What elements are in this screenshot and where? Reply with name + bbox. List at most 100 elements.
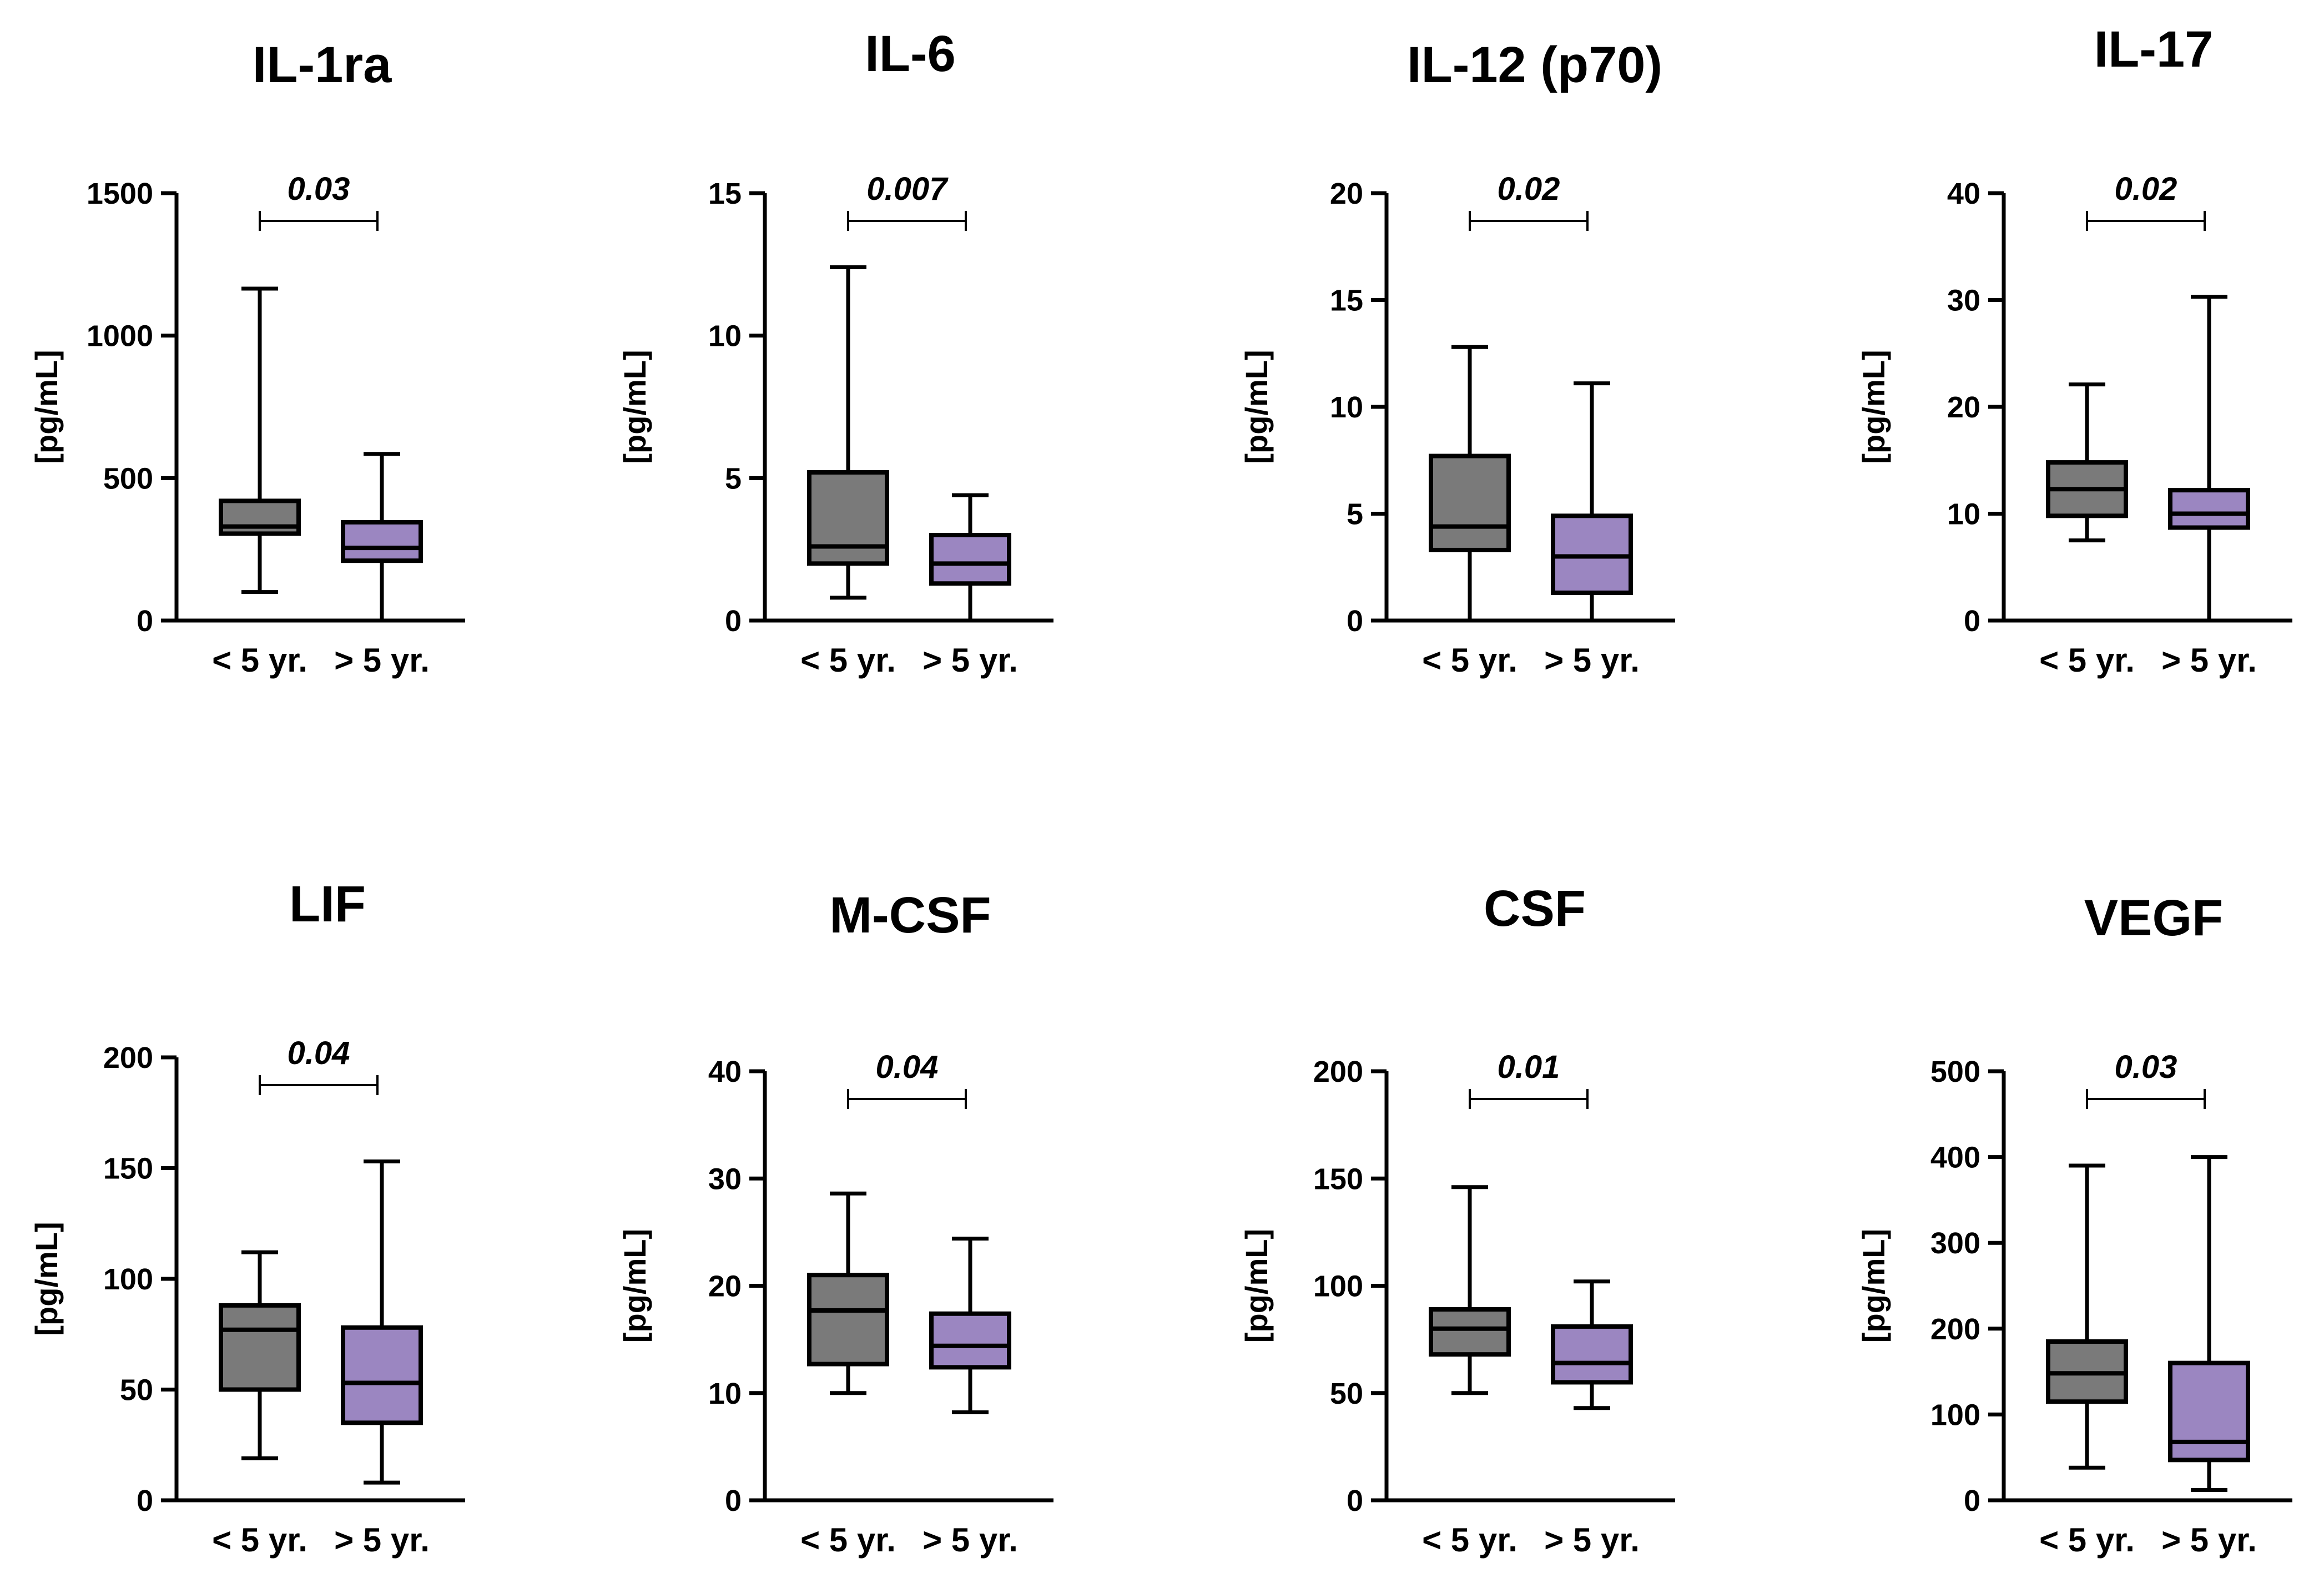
p-value-label: 0.01 [1498,1049,1560,1085]
y-tick-label: 0 [725,604,742,638]
category-label: < 5 yr. [2039,1521,2135,1559]
category-label: < 5 yr. [1422,1521,1518,1559]
category-label: < 5 yr. [800,1521,896,1559]
p-value-label: 0.007 [866,171,949,207]
box-under-5-yr [219,286,301,594]
category-label: < 5 yr. [800,642,896,679]
panel-il-12-p70: IL-12 (p70) 0 5 10 15 20 [pg/mL] < 5 yr. > 5 yr.… [1239,37,1675,679]
box-under-5-yr [1429,345,1511,623]
panel-title: IL-17 [2094,21,2214,78]
y-tick-label: 300 [1930,1227,1980,1260]
iqr-box [807,1273,889,1367]
iqr-box [929,533,1011,586]
p-value-label: 0.02 [2115,171,2177,207]
iqr-box [341,1325,423,1425]
y-tick-label: 30 [1947,284,1980,317]
y-tick-label: 1000 [87,320,153,353]
box-over-5-yr [2168,1155,2250,1492]
y-tick-label: 1500 [87,177,153,210]
category-label: < 5 yr. [212,642,307,679]
box-under-5-yr [2046,1163,2128,1470]
panel-title: IL-1ra [253,37,392,93]
y-tick-label: 20 [1947,391,1980,424]
category-label: > 5 yr. [922,642,1018,679]
panel-csf: CSF 0 50 100 150 200 [pg/mL] < 5 yr. > 5 yr. 0.01 [1239,880,1675,1559]
y-tick-label: 15 [708,177,742,210]
y-axis-label: [pg/mL] [617,350,652,463]
panel-il-17: IL-17 0 10 20 30 40 [pg/mL] < 5 yr. > 5 yr. 0.02 [1856,21,2292,679]
y-tick-label: 0 [1347,604,1363,638]
y-tick-label: 100 [1313,1270,1363,1303]
p-value-label: 0.02 [1498,171,1560,207]
y-tick-label: 100 [1930,1398,1980,1431]
y-tick-label: 150 [1313,1162,1363,1196]
box-under-5-yr [1429,1185,1511,1395]
panel-lif: LIF 0 50 100 150 200 [pg/mL] < 5 yr. > 5 yr. 0.04 [29,876,465,1559]
p-value-label: 0.04 [288,1035,350,1071]
y-tick-label: 200 [103,1041,153,1075]
panel-il-1ra: IL-1ra 0 500 1000 1500 [pg/mL] < 5 yr. > 5 yr. 0… [29,37,465,679]
y-tick-label: 20 [708,1270,742,1303]
y-tick-label: 40 [1947,177,1980,210]
p-value-label: 0.03 [288,171,350,207]
y-tick-label: 400 [1930,1141,1980,1174]
category-label: > 5 yr. [334,642,430,679]
category-label: < 5 yr. [2039,642,2135,679]
category-label: > 5 yr. [1544,642,1640,679]
box-under-5-yr [219,1250,301,1460]
y-tick-label: 0 [1964,1484,1980,1517]
y-tick-label: 50 [1330,1377,1363,1410]
box-over-5-yr [929,493,1011,623]
box-over-5-yr [929,1236,1011,1415]
iqr-box [929,1311,1011,1370]
y-tick-label: 100 [103,1263,153,1296]
y-tick-label: 0 [1347,1484,1363,1517]
y-tick-label: 200 [1930,1313,1980,1346]
y-axis-label: [pg/mL] [617,1229,652,1343]
y-axis-label: [pg/mL] [1239,1229,1274,1343]
panel-title: IL-12 (p70) [1407,37,1662,93]
panel-title: VEGF [2084,890,2223,946]
iqr-box [341,520,423,563]
y-tick-label: 10 [708,320,742,353]
y-tick-label: 5 [1347,498,1363,531]
y-tick-label: 40 [708,1055,742,1088]
y-tick-label: 15 [1330,284,1363,317]
y-tick-label: 200 [1313,1055,1363,1088]
panel-m-csf: M-CSF 0 10 20 30 40 [pg/mL] < 5 yr. > 5 yr. 0.04 [617,887,1053,1559]
panel-title: IL-6 [865,26,956,82]
category-label: > 5 yr. [334,1521,430,1559]
category-label: > 5 yr. [2161,1521,2257,1559]
iqr-box [1551,1324,1633,1385]
category-label: < 5 yr. [212,1521,307,1559]
y-axis-label: [pg/mL] [1856,350,1891,463]
y-tick-label: 10 [1330,391,1363,424]
iqr-box [2168,488,2250,530]
iqr-box [1429,1307,1511,1357]
y-axis-label: [pg/mL] [29,1222,64,1335]
y-tick-label: 20 [1330,177,1363,210]
panel-vegf: VEGF 0 100 200 300 400 500 [pg/mL] < 5 yr. > 5 yr… [1856,890,2292,1559]
y-axis-label: [pg/mL] [1856,1229,1891,1343]
box-over-5-yr [1551,381,1633,623]
iqr-box [807,470,889,566]
y-tick-label: 30 [708,1162,742,1196]
box-under-5-yr [2046,382,2128,543]
box-under-5-yr [807,265,889,600]
iqr-box [219,1303,301,1392]
iqr-box [1429,453,1511,552]
box-under-5-yr [807,1191,889,1395]
category-label: < 5 yr. [1422,642,1518,679]
box-over-5-yr [341,1159,423,1485]
p-value-label: 0.04 [876,1049,939,1085]
y-tick-label: 0 [137,604,153,638]
box-over-5-yr [2168,295,2250,623]
panel-title: M-CSF [829,887,991,944]
box-over-5-yr [1551,1279,1633,1410]
p-value-label: 0.03 [2115,1049,2177,1085]
box-over-5-yr [341,452,423,623]
y-tick-label: 50 [120,1374,153,1407]
y-tick-label: 500 [103,462,153,495]
y-axis-label: [pg/mL] [1239,350,1274,463]
